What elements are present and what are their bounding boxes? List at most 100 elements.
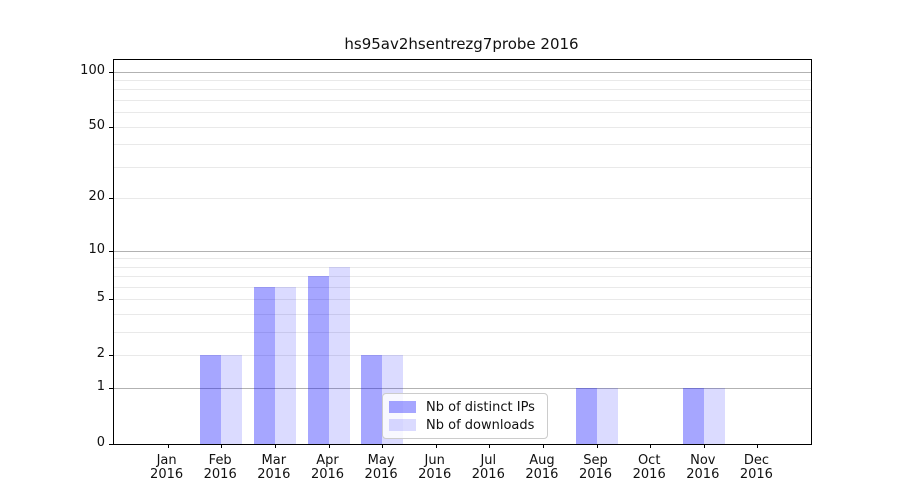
y-tick bbox=[109, 388, 113, 390]
bar-distinct-ips bbox=[361, 355, 383, 444]
bar-distinct-ips bbox=[253, 287, 275, 444]
minor-gridline bbox=[114, 287, 811, 288]
legend: Nb of distinct IPs Nb of downloads bbox=[382, 393, 548, 439]
y-tick-label: 2 bbox=[96, 346, 105, 362]
legend-swatch-distinct-ips bbox=[389, 401, 416, 413]
x-tick-month: Apr bbox=[316, 453, 339, 468]
x-tick-month: Feb bbox=[208, 453, 232, 468]
x-tick-year: 2016 bbox=[578, 467, 613, 482]
minor-gridline bbox=[114, 112, 811, 114]
major-gridline bbox=[114, 71, 811, 73]
bar-distinct-ips bbox=[575, 388, 597, 444]
x-tick-label: Jul 2016 bbox=[456, 454, 520, 482]
minor-gridline bbox=[114, 332, 811, 334]
x-tick-year: 2016 bbox=[686, 467, 720, 482]
x-tick-month: Jun bbox=[424, 453, 445, 468]
minor-gridline bbox=[114, 100, 811, 101]
minor-gridline bbox=[114, 126, 811, 128]
x-tick-month: Jan bbox=[156, 453, 177, 468]
legend-label: Nb of downloads bbox=[426, 417, 535, 433]
y-tick-label: 0 bbox=[96, 435, 105, 450]
x-tick bbox=[221, 444, 223, 448]
x-tick-month: Dec bbox=[743, 453, 769, 468]
minor-gridline bbox=[114, 276, 811, 278]
y-tick bbox=[109, 444, 113, 445]
x-tick-year: 2016 bbox=[525, 467, 559, 482]
minor-gridline bbox=[114, 144, 811, 146]
bar-downloads bbox=[328, 266, 350, 444]
bar-downloads bbox=[274, 287, 296, 444]
x-tick-month: Oct bbox=[637, 453, 661, 468]
x-tick-month: Mar bbox=[261, 453, 287, 468]
chart-title: hs95av2hsentrezg7probe 2016 bbox=[344, 35, 579, 53]
major-gridline bbox=[114, 388, 811, 390]
legend-item-distinct-ips: Nb of distinct IPs bbox=[389, 399, 541, 415]
x-tick-label: May 2016 bbox=[349, 454, 413, 482]
minor-gridline bbox=[114, 299, 811, 301]
major-gridline bbox=[114, 250, 811, 252]
x-tick-year: 2016 bbox=[418, 467, 452, 482]
x-tick-label: Jun 2016 bbox=[403, 454, 467, 482]
x-tick bbox=[382, 444, 384, 448]
x-tick bbox=[274, 444, 276, 448]
y-tick bbox=[109, 299, 113, 301]
bar-distinct-ips bbox=[307, 276, 329, 444]
y-tick bbox=[109, 250, 113, 252]
y-tick bbox=[109, 355, 113, 357]
x-tick-label: Aug 2016 bbox=[510, 454, 574, 482]
x-tick bbox=[757, 444, 759, 448]
x-tick-month: Sep bbox=[583, 453, 608, 468]
minor-gridline bbox=[114, 258, 811, 260]
x-tick-label: Dec 2016 bbox=[724, 454, 788, 482]
minor-gridline bbox=[114, 89, 811, 91]
y-tick-label: 1 bbox=[96, 379, 105, 395]
x-tick-month: Nov bbox=[690, 453, 716, 468]
bar-distinct-ips bbox=[682, 388, 704, 444]
y-tick bbox=[109, 71, 113, 73]
x-tick bbox=[489, 444, 491, 448]
minor-gridline bbox=[114, 80, 811, 81]
x-tick-label: Mar 2016 bbox=[242, 454, 306, 482]
bar-downloads bbox=[221, 355, 243, 444]
y-tick-label: 10 bbox=[88, 241, 105, 257]
bar-distinct-ips bbox=[200, 355, 222, 444]
minor-gridline bbox=[114, 166, 811, 168]
y-tick-label: 20 bbox=[88, 189, 105, 205]
x-tick-year: 2016 bbox=[257, 467, 291, 482]
x-tick bbox=[596, 444, 598, 448]
y-tick-label: 5 bbox=[96, 290, 105, 306]
x-tick-label: Jan 2016 bbox=[135, 454, 199, 482]
y-tick bbox=[109, 126, 113, 128]
x-tick-year: 2016 bbox=[150, 467, 184, 482]
x-tick-year: 2016 bbox=[739, 467, 773, 482]
y-tick bbox=[109, 198, 113, 200]
minor-gridline bbox=[114, 266, 811, 268]
x-tick-year: 2016 bbox=[632, 467, 666, 482]
y-tick-label: 100 bbox=[80, 62, 105, 78]
bar-downloads bbox=[703, 388, 725, 444]
x-tick-label: Apr 2016 bbox=[296, 454, 360, 482]
x-tick-month: Aug bbox=[529, 453, 555, 468]
bar-downloads bbox=[596, 388, 618, 444]
plot-area: Nb of distinct IPs Nb of downloads bbox=[109, 59, 812, 448]
x-tick-label: Nov 2016 bbox=[671, 454, 735, 482]
x-tick-label: Feb 2016 bbox=[188, 454, 252, 482]
x-tick bbox=[542, 444, 544, 448]
x-tick-year: 2016 bbox=[364, 467, 398, 482]
minor-gridline bbox=[114, 314, 811, 316]
minor-gridline bbox=[114, 198, 811, 200]
legend-label: Nb of distinct IPs bbox=[426, 399, 535, 415]
x-tick-month: Jul bbox=[480, 453, 497, 468]
x-tick bbox=[435, 444, 437, 448]
x-tick-year: 2016 bbox=[310, 467, 345, 482]
y-tick-label: 50 bbox=[88, 117, 105, 133]
x-tick-year: 2016 bbox=[471, 467, 505, 482]
x-tick bbox=[167, 444, 169, 448]
x-tick bbox=[328, 444, 330, 448]
x-tick-label: Oct 2016 bbox=[617, 454, 681, 482]
x-tick bbox=[650, 444, 652, 448]
legend-swatch-downloads bbox=[389, 419, 416, 431]
x-tick-label: Sep 2016 bbox=[564, 454, 628, 482]
minor-gridline bbox=[114, 355, 811, 357]
